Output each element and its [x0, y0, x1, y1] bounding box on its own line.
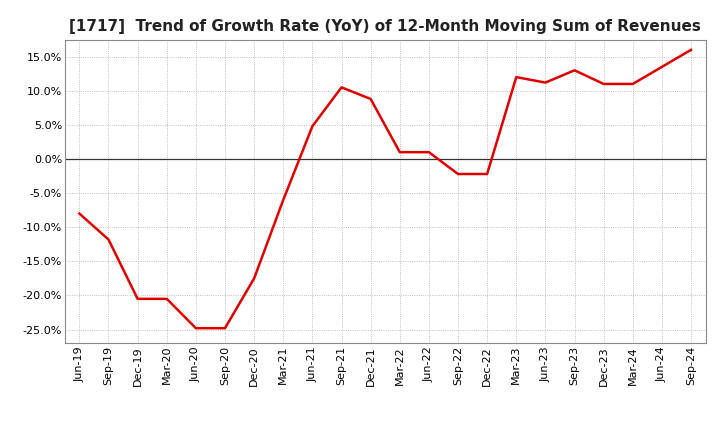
Title: [1717]  Trend of Growth Rate (YoY) of 12-Month Moving Sum of Revenues: [1717] Trend of Growth Rate (YoY) of 12-… — [69, 19, 701, 34]
